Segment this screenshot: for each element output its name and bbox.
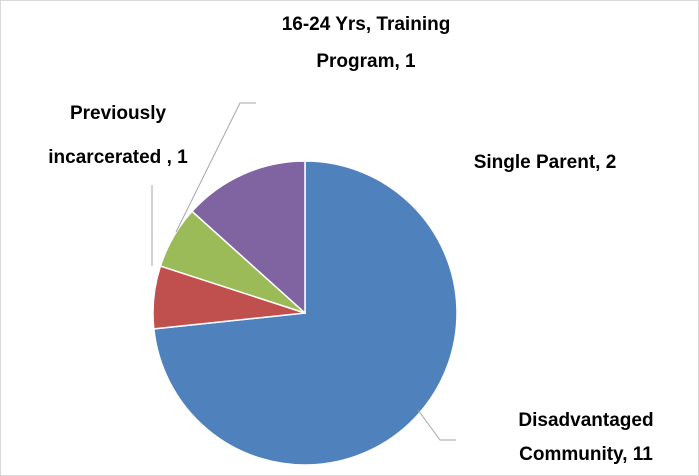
leader-line: [175, 102, 256, 233]
leader-line: [417, 409, 456, 441]
pie-slice: [190, 160, 306, 315]
pie: [152, 160, 458, 466]
data-label: Community, 11: [519, 444, 653, 465]
data-label: 16-24 Yrs, Training: [282, 14, 451, 35]
data-label: Program, 1: [316, 51, 416, 72]
data-label: Single Parent, 2: [474, 152, 617, 173]
data-label: Disadvantaged: [518, 410, 653, 431]
data-label: Previously: [70, 103, 167, 124]
data-label: incarcerated , 1: [48, 147, 188, 168]
